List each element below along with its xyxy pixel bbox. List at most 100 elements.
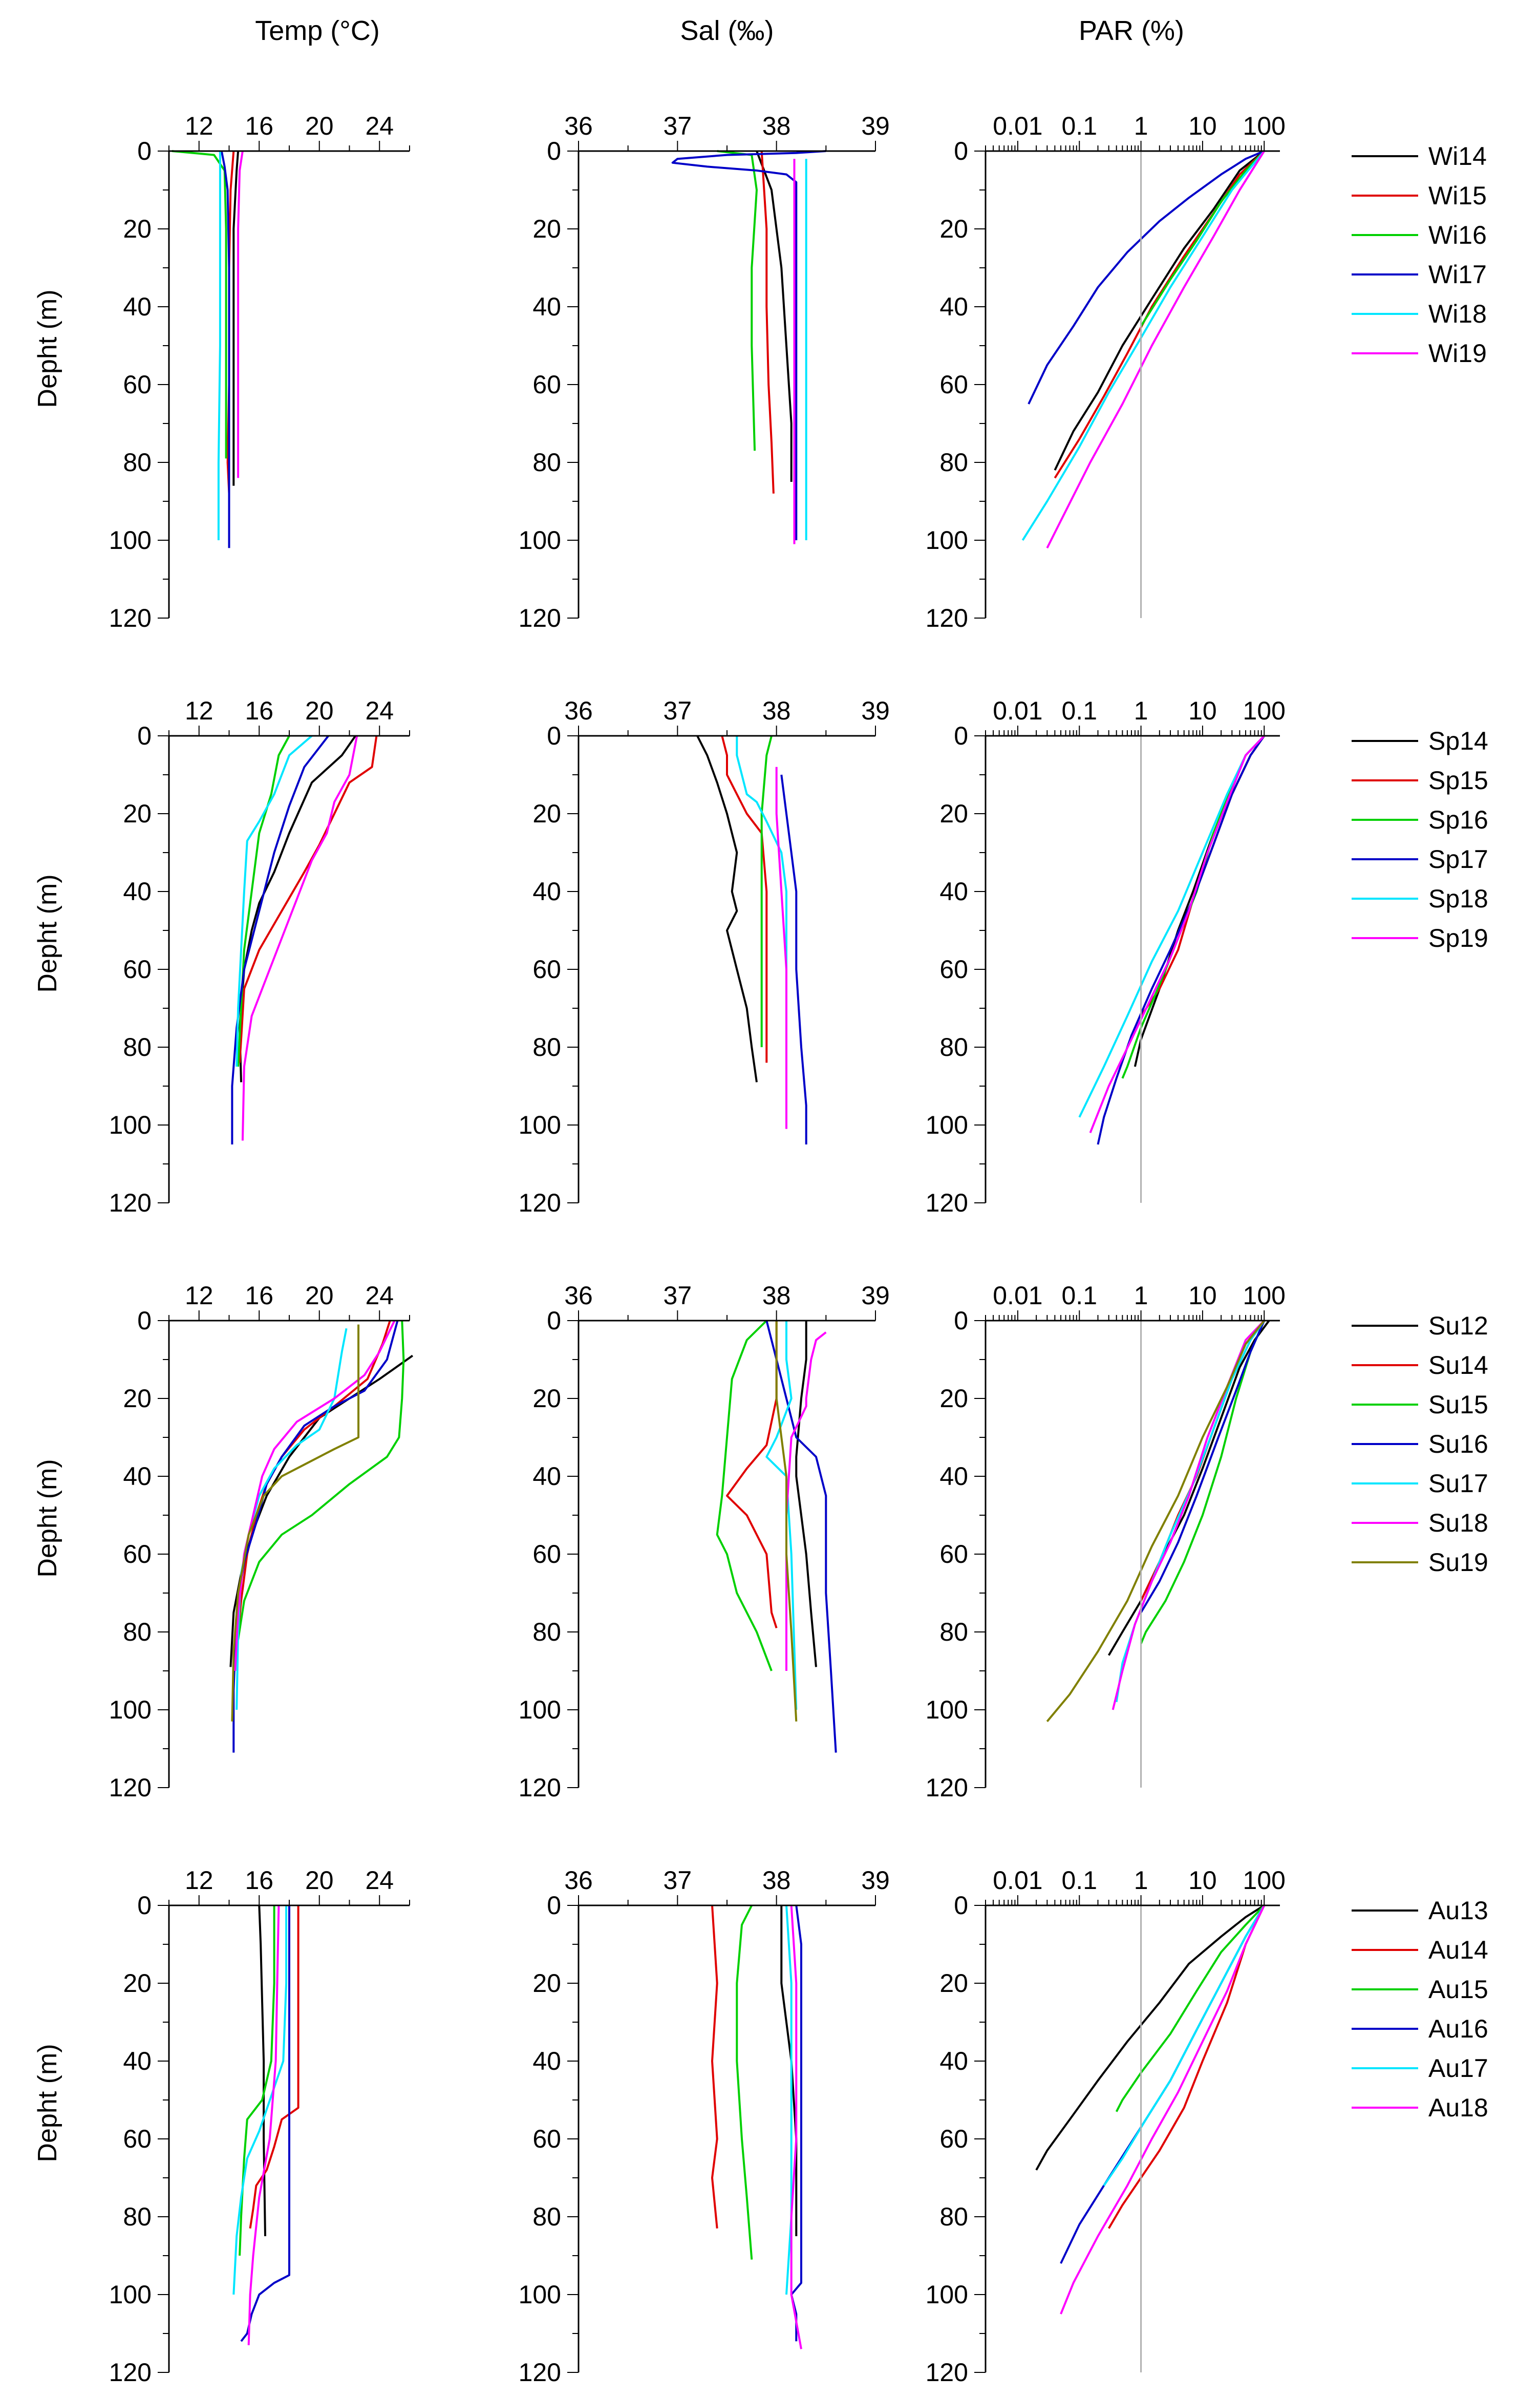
x-tick-label: 0.01	[993, 112, 1042, 140]
y-tick-label: 120	[109, 604, 152, 632]
x-tick-label: 36	[564, 112, 593, 140]
y-tick-label: 60	[532, 1540, 561, 1568]
column-title-temp: Temp (°C)	[255, 15, 380, 46]
legend-label: Sp15	[1428, 766, 1488, 795]
y-tick-label: 120	[519, 2358, 561, 2387]
series-line-wi14-sal	[756, 151, 793, 482]
x-tick-label: 20	[305, 1281, 334, 1310]
series-line-wi14-temp	[232, 151, 240, 486]
x-tick-label: 0.01	[993, 1281, 1042, 1310]
y-tick-label: 80	[123, 1618, 152, 1646]
y-tick-label: 100	[109, 1695, 152, 1724]
y-tick-label: 80	[532, 1033, 561, 1062]
x-tick-label: 12	[185, 1866, 213, 1895]
y-tick-label: 20	[939, 1969, 968, 1998]
x-tick-label: 38	[762, 112, 791, 140]
series-line-sp18-temp	[236, 735, 313, 1067]
y-tick-label: 40	[532, 877, 561, 906]
x-tick-label: 37	[664, 1281, 692, 1310]
legend-label: Su12	[1428, 1311, 1488, 1340]
series-line-sp19-par	[1089, 735, 1265, 1133]
series-line-su12-sal	[795, 1321, 817, 1667]
x-tick-label: 38	[762, 696, 791, 725]
x-tick-label: 10	[1188, 1866, 1217, 1895]
x-tick-label: 37	[664, 1866, 692, 1895]
x-tick-label: 37	[664, 696, 692, 725]
legend-autumn: Au13 Au14 Au15 Au16 Au17 Au18	[1352, 1896, 1488, 2122]
x-tick-label: 20	[305, 696, 334, 725]
y-tick-label: 20	[939, 1384, 968, 1413]
legend-label: Sp17	[1428, 845, 1488, 874]
series-line-su18-sal	[785, 1331, 827, 1671]
legend-label: Wi17	[1428, 260, 1487, 289]
panel-sal-spring	[567, 726, 876, 1203]
series-line-wi15-sal	[760, 151, 775, 494]
y-tick-label: 100	[926, 1111, 968, 1139]
legend-label: Sp18	[1428, 884, 1488, 913]
y-tick-label: 80	[532, 448, 561, 477]
y-tick-label: 60	[532, 370, 561, 399]
legend-summer: Su12 Su14 Su15 Su16 Su17 Su18 Su19	[1352, 1311, 1488, 1577]
legend-label: Wi15	[1428, 181, 1487, 210]
y-tick-label: 80	[532, 1618, 561, 1646]
panel-par-autumn	[974, 1895, 1280, 2373]
x-tick-label: 39	[861, 1281, 890, 1310]
series-line-sp16-par	[1121, 735, 1265, 1079]
x-tick-label: 36	[564, 1281, 593, 1310]
x-tick-label: 24	[365, 1281, 394, 1310]
panel-par-summer	[974, 1310, 1280, 1788]
y-tick-label: 60	[939, 2125, 968, 2153]
y-tick-label: 120	[926, 1189, 968, 1217]
legend-label: Au13	[1428, 1896, 1488, 1925]
y-tick-label: 120	[519, 1189, 561, 1217]
legend-label: Su18	[1428, 1509, 1488, 1537]
y-tick-label: 80	[939, 1033, 968, 1062]
series-line-au13-par	[1035, 1904, 1265, 2171]
y-tick-label: 120	[109, 2358, 152, 2387]
series-line-wi17-par	[1028, 150, 1265, 405]
series-line-su12-par	[1107, 1320, 1270, 1656]
series-line-sp14-par	[1133, 735, 1265, 1067]
y-tick-label: 80	[123, 2202, 152, 2231]
y-tick-label: 20	[123, 215, 152, 243]
y-tick-label: 120	[519, 604, 561, 632]
legend-label: Wi14	[1428, 142, 1487, 171]
x-tick-label: 0.01	[993, 696, 1042, 725]
series-line-sp19-sal	[775, 767, 787, 1129]
y-tick-label: 0	[137, 137, 152, 165]
y-tick-label: 80	[532, 2202, 561, 2231]
series-line-wi18-temp	[217, 151, 221, 540]
x-tick-label: 36	[564, 1866, 593, 1895]
series-line-au15-par	[1115, 1904, 1265, 2112]
y-tick-label: 20	[532, 799, 561, 828]
y-tick-label: 0	[137, 1306, 152, 1335]
panel-par-winter	[974, 141, 1280, 619]
series-line-sp18-sal	[736, 736, 787, 1071]
y-tick-label: 60	[532, 2125, 561, 2153]
legend-label: Su14	[1428, 1351, 1488, 1380]
axes-layer	[158, 141, 1280, 2373]
series-line-wi15-par	[1054, 150, 1265, 479]
y-tick-label: 0	[954, 1891, 968, 1920]
y-tick-label: 120	[109, 1773, 152, 1802]
y-tick-label: 120	[926, 2358, 968, 2387]
y-tick-label: 120	[109, 1189, 152, 1217]
y-tick-label: 40	[123, 2047, 152, 2075]
y-tick-label: 60	[123, 2125, 152, 2153]
y-tick-label: 100	[519, 1111, 561, 1139]
x-tick-label: 1	[1134, 1866, 1148, 1895]
y-tick-label: 60	[939, 1540, 968, 1568]
y-tick-label: 120	[926, 604, 968, 632]
y-tick-label: 40	[939, 1462, 968, 1491]
series-line-sp14-temp	[239, 735, 356, 1083]
legend-label: Au18	[1428, 2093, 1488, 2122]
series-line-au18-sal	[790, 1905, 802, 2349]
series-line-su16-par	[1140, 1320, 1266, 1614]
x-tick-label: 1	[1134, 112, 1148, 140]
series-line-wi19-temp	[237, 151, 244, 478]
plot-lines-layer	[172, 150, 1270, 2349]
series-line-au16-temp	[240, 1905, 290, 2342]
series-line-su16-temp	[232, 1320, 399, 1753]
series-line-au18-par	[1060, 1905, 1266, 2315]
series-line-sp19-temp	[241, 735, 358, 1141]
